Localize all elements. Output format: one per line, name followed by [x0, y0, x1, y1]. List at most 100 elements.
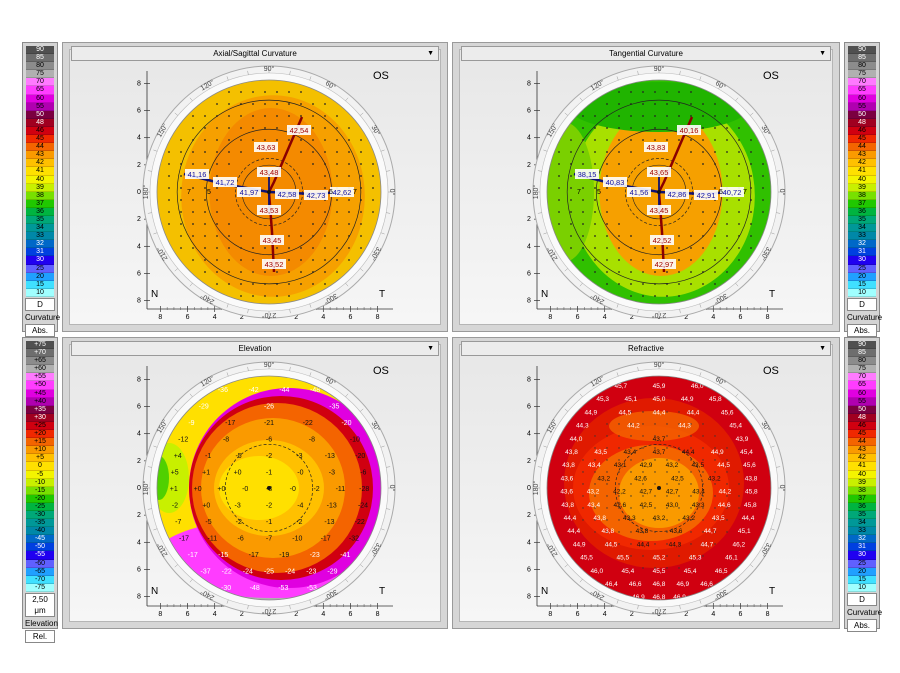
scale-swatch: 70	[26, 78, 54, 87]
refractive-value: 44,9	[711, 449, 724, 456]
refractive-value: 45,9	[653, 383, 666, 390]
scale-swatch: +35	[26, 405, 54, 414]
elevation-value: -1	[266, 470, 272, 477]
axis-tick-label: 6	[527, 108, 531, 115]
elevation-value: -26	[264, 404, 274, 411]
chevron-down-icon[interactable]: ▼	[427, 345, 434, 352]
scale-swatch: 40	[26, 175, 54, 184]
elevation-value: +0	[194, 486, 202, 493]
scale-footer-mode: Curvature	[847, 607, 883, 617]
scale-footer-type[interactable]: Abs.	[847, 323, 877, 337]
meridian-label: 42,58	[278, 190, 297, 199]
ring-label: 5	[207, 189, 211, 196]
scale-swatch: 60	[26, 94, 54, 103]
elevation-value: -4	[297, 503, 303, 510]
axis-tick-label: 4	[603, 314, 607, 321]
axis-tick-label: 4	[527, 135, 531, 142]
axis-tick-label: 4	[213, 314, 217, 321]
angle-label: 180°	[532, 185, 540, 200]
angle-label: 90°	[264, 65, 275, 73]
elevation-value: -2	[296, 519, 302, 526]
scale-footer-unit[interactable]: 2,50 μm	[25, 592, 55, 617]
scale-swatch: +50	[26, 381, 54, 390]
refractive-value: 46,9	[676, 581, 689, 588]
scale-swatch: +60	[26, 365, 54, 374]
scale-swatch: 80	[26, 62, 54, 71]
scale-footer-unit[interactable]: D	[847, 592, 877, 606]
scale-swatch: 37	[848, 199, 876, 208]
refractive-panel: 88664422002244668890°60°30°0°330°300°270…	[452, 337, 840, 629]
tangential-map: 88664422002244668890°60°30°0°330°300°270…	[527, 65, 786, 321]
scale-swatch: 25	[848, 264, 876, 273]
elevation-map: 88664422002244668890°60°30°0°330°300°270…	[137, 361, 396, 618]
angle-label: 90°	[264, 361, 275, 369]
scale-swatch: 20	[848, 567, 876, 576]
scale-swatch: -50	[26, 543, 54, 552]
refractive-value: 43,2	[666, 462, 679, 469]
scale-swatch: 36	[26, 207, 54, 216]
angle-label: 270°	[262, 607, 277, 615]
scale-swatch: 50	[848, 405, 876, 414]
scale-swatch: 37	[26, 199, 54, 208]
refractive-value: 44,9	[573, 541, 586, 548]
elevation-value: -23	[306, 569, 316, 576]
axis-tick-label: 6	[576, 314, 580, 321]
refractive-value: 42,7	[639, 489, 652, 496]
scale-swatch: 42	[848, 159, 876, 168]
axis-tick-label: 4	[711, 314, 715, 321]
refractive-value: 46,4	[605, 581, 618, 588]
elevation-value: -48	[310, 387, 320, 394]
refractive-value: 44,6	[718, 502, 731, 509]
elevation-value: -28	[359, 486, 369, 493]
chevron-down-icon[interactable]: ▼	[819, 345, 826, 352]
refractive-value: 44,4	[653, 409, 666, 416]
scale-swatch: 10	[848, 583, 876, 592]
refractive-value: 43,1	[614, 462, 627, 469]
scale-footer-type[interactable]: Abs.	[25, 323, 55, 337]
refractive-value: 44,5	[619, 409, 632, 416]
axial-map-select[interactable]: Axial/Sagittal Curvature ▼	[71, 46, 439, 61]
elevation-value: -3	[235, 503, 241, 510]
refractive-value: 43,6	[561, 475, 574, 482]
elevation-value: +1	[170, 486, 178, 493]
elevation-value: -44	[279, 387, 289, 394]
refractive-value: 43,8	[561, 502, 574, 509]
refractive-value: 44,4	[682, 449, 695, 456]
refractive-value: 45,5	[653, 568, 666, 575]
elevation-map-select[interactable]: Elevation ▼	[71, 341, 439, 356]
meridian-label: 41,56	[630, 188, 649, 197]
scale-swatch: 41	[848, 462, 876, 471]
scale-swatch: 10	[848, 288, 876, 297]
scale-swatch: 38	[848, 191, 876, 200]
tangential-map-select[interactable]: Tangential Curvature ▼	[461, 46, 831, 61]
scale-swatch: 70	[848, 373, 876, 382]
scale-swatch: 25	[26, 264, 54, 273]
ring-label: 5	[719, 189, 723, 196]
scale-footer-type[interactable]: Abs.	[847, 618, 877, 632]
elevation-value: -12	[178, 437, 188, 444]
elevation-value: -21	[264, 420, 274, 427]
refractive-value: 45,6	[721, 409, 734, 416]
elevation-value: -25	[264, 569, 274, 576]
scale-swatch: -30	[26, 510, 54, 520]
scale-swatch: +5	[26, 454, 54, 463]
scale-footer-mode: Elevation	[25, 618, 58, 628]
chevron-down-icon[interactable]: ▼	[819, 50, 826, 57]
scale-swatch: 55	[26, 102, 54, 111]
scale-footer-unit[interactable]: D	[25, 297, 55, 311]
meridian-label: 43,48	[260, 168, 279, 177]
temporal-label: T	[769, 586, 775, 597]
refractive-value: 42,2	[613, 489, 626, 496]
chevron-down-icon[interactable]: ▼	[427, 50, 434, 57]
elevation-value: -11	[208, 536, 218, 543]
scale-swatch: +55	[26, 373, 54, 382]
refractive-map-select[interactable]: Refractive ▼	[461, 341, 831, 356]
scale-footer-type[interactable]: Rel.	[25, 629, 55, 643]
scale-footer-unit[interactable]: D	[847, 297, 877, 311]
refractive-value: 43,2	[587, 489, 600, 496]
axis-tick-label: 6	[186, 314, 190, 321]
refractive-value: 43,9	[736, 436, 749, 443]
meridian-label: 41,16	[188, 170, 207, 179]
axis-tick-label: 8	[548, 314, 552, 321]
scale-swatch: +65	[26, 357, 54, 366]
